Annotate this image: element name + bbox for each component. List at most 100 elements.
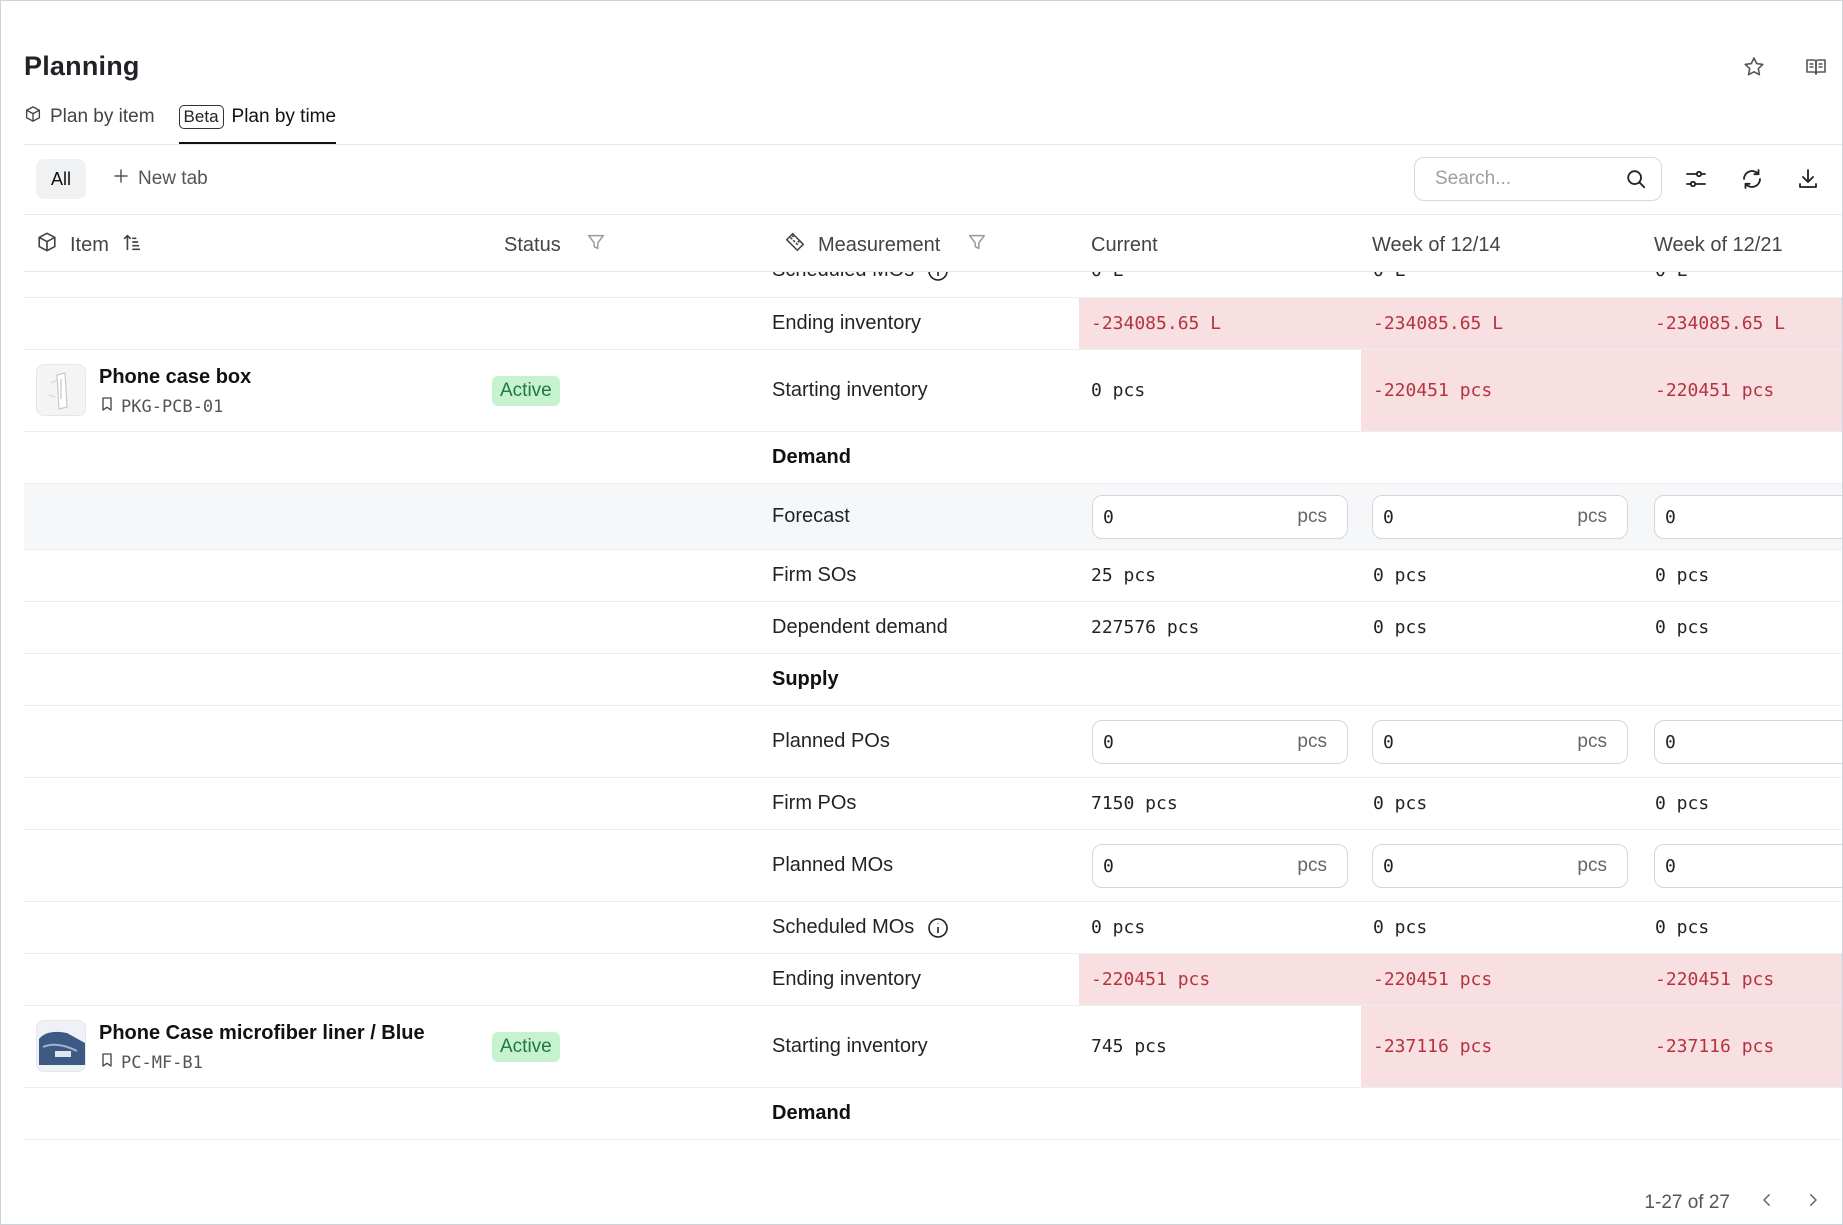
measurement-label: Scheduled MOs: [772, 916, 915, 938]
table-row: Firm SOs 25 pcs 0 pcs 0 pcs: [24, 550, 1842, 602]
value-cell: -237116 pcs: [1361, 1006, 1643, 1087]
value-cell: -234085.65 L: [1643, 298, 1842, 349]
value-cell: 0 pcs: [1373, 917, 1428, 938]
chevron-left-icon[interactable]: [1758, 1191, 1776, 1215]
value-cell: 227576 pcs: [1091, 617, 1200, 638]
forecast-input[interactable]: 0 pcs: [1654, 495, 1842, 539]
input-unit: pcs: [1297, 731, 1327, 752]
toolbar-divider: [24, 214, 1842, 215]
column-measurement-label: Measurement: [818, 233, 941, 256]
table-row: Dependent demand 227576 pcs 0 pcs 0 pcs: [24, 602, 1842, 654]
input-value: 0: [1665, 731, 1676, 753]
column-header-item[interactable]: Item: [36, 223, 143, 267]
column-header-measurement[interactable]: Measurement: [784, 223, 988, 267]
top-icons: [1740, 53, 1842, 81]
filter-icon[interactable]: [585, 231, 607, 259]
search-input[interactable]: [1435, 168, 1605, 190]
tab-plan-by-time[interactable]: Beta Plan by time: [178, 101, 336, 145]
value-cell: 0 pcs: [1373, 793, 1428, 814]
input-unit: pcs: [1577, 731, 1607, 752]
value-cell: 0 pcs: [1373, 565, 1428, 586]
sliders-icon[interactable]: [1682, 165, 1710, 193]
search-box[interactable]: [1414, 157, 1662, 201]
value-cell: 745 pcs: [1091, 1036, 1167, 1057]
input-value: 0: [1383, 506, 1394, 528]
table-row: Planned POs 0 pcs 0 pcs 0 pcs: [24, 706, 1842, 778]
tab-plan-by-item[interactable]: Plan by item: [24, 101, 155, 133]
table-row[interactable]: Phone case box PKG-PCB-01 Active Startin…: [24, 350, 1842, 432]
value-cell: 0 pcs: [1655, 565, 1710, 586]
new-tab-button[interactable]: New tab: [112, 159, 208, 199]
value-cell: -220451 pcs: [1643, 350, 1842, 431]
info-icon[interactable]: [926, 916, 950, 940]
column-status-label: Status: [504, 233, 561, 256]
measurement-label: Scheduled MOs: [772, 272, 914, 282]
tab-all[interactable]: All: [36, 159, 86, 199]
input-value: 0: [1665, 855, 1676, 877]
value-cell: 0 L: [1079, 272, 1361, 297]
input-unit: pcs: [1577, 855, 1607, 876]
section-label-supply: Supply: [772, 668, 839, 690]
planned-mos-input[interactable]: 0 pcs: [1092, 844, 1348, 888]
input-value: 0: [1383, 855, 1394, 877]
column-header-status[interactable]: Status: [504, 223, 607, 267]
pagination: 1-27 of 27: [1644, 1191, 1822, 1215]
table-row: Demand: [24, 432, 1842, 484]
value-cell: 0 pcs: [1655, 617, 1710, 638]
planned-pos-input[interactable]: 0 pcs: [1654, 720, 1842, 764]
forecast-input[interactable]: 0 pcs: [1372, 495, 1628, 539]
input-value: 0: [1103, 855, 1114, 877]
ruler-icon: [784, 231, 806, 259]
forecast-input[interactable]: 0 pcs: [1092, 495, 1348, 539]
value-cell: -220451 pcs: [1361, 954, 1643, 1005]
item-sku-text: PC-MF-B1: [121, 1052, 203, 1073]
table-row: Ending inventory -220451 pcs -220451 pcs…: [24, 954, 1842, 1006]
sort-icon[interactable]: [121, 231, 143, 259]
planned-mos-input[interactable]: 0 pcs: [1654, 844, 1842, 888]
cube-icon: [24, 105, 42, 129]
planned-pos-input[interactable]: 0 pcs: [1372, 720, 1628, 764]
page-title: Planning: [24, 51, 140, 81]
table-row: Scheduled MOs 0 L 0 L 0 L: [24, 272, 1842, 298]
value-cell: 0 pcs: [1373, 617, 1428, 638]
item-name[interactable]: Phone case box: [99, 366, 252, 388]
item-name[interactable]: Phone Case microfiber liner / Blue: [99, 1022, 425, 1044]
column-header-week1: Week of 12/14: [1372, 223, 1501, 267]
measurement-label: Firm POs: [772, 792, 857, 814]
input-unit: pcs: [1297, 855, 1327, 876]
measurement-label: Starting inventory: [772, 1035, 928, 1057]
item-sku: PKG-PCB-01: [99, 396, 223, 417]
table-row[interactable]: Phone Case microfiber liner / Blue PC-MF…: [24, 1006, 1842, 1088]
table-row: Demand: [24, 1088, 1842, 1140]
column-header-week2: Week of 12/21: [1654, 223, 1783, 267]
toolbar: All New tab: [24, 157, 1842, 205]
measurement-label: Planned MOs: [772, 854, 894, 876]
refresh-icon[interactable]: [1738, 165, 1766, 193]
input-unit: pcs: [1297, 506, 1327, 527]
info-icon[interactable]: [926, 272, 950, 283]
download-icon[interactable]: [1794, 165, 1822, 193]
book-icon[interactable]: [1802, 53, 1830, 81]
item-sku-text: PKG-PCB-01: [121, 396, 224, 417]
column-header-current: Current: [1091, 223, 1158, 267]
input-unit: pcs: [1577, 506, 1607, 527]
measurement-label: Firm SOs: [772, 564, 857, 586]
value-cell: 0 pcs: [1655, 917, 1710, 938]
tab-plan-by-item-label: Plan by item: [50, 106, 155, 127]
search-icon[interactable]: [1625, 168, 1647, 190]
input-value: 0: [1383, 731, 1394, 753]
bookmark-icon: [99, 1052, 115, 1073]
value-cell: -220451 pcs: [1361, 350, 1643, 431]
chevron-right-icon[interactable]: [1804, 1191, 1822, 1215]
value-cell: 0 pcs: [1655, 793, 1710, 814]
table-row: Ending inventory -234085.65 L -234085.65…: [24, 298, 1842, 350]
star-icon[interactable]: [1740, 53, 1768, 81]
planned-pos-input[interactable]: 0 pcs: [1092, 720, 1348, 764]
planned-mos-input[interactable]: 0 pcs: [1372, 844, 1628, 888]
column-item-label: Item: [70, 233, 109, 256]
filter-icon[interactable]: [966, 231, 988, 259]
table-row: Forecast 0 pcs 0 pcs 0 pcs: [24, 484, 1842, 550]
column-week1-label: Week of 12/14: [1372, 233, 1501, 256]
value-cell: 25 pcs: [1091, 565, 1157, 586]
column-current-label: Current: [1091, 233, 1158, 256]
